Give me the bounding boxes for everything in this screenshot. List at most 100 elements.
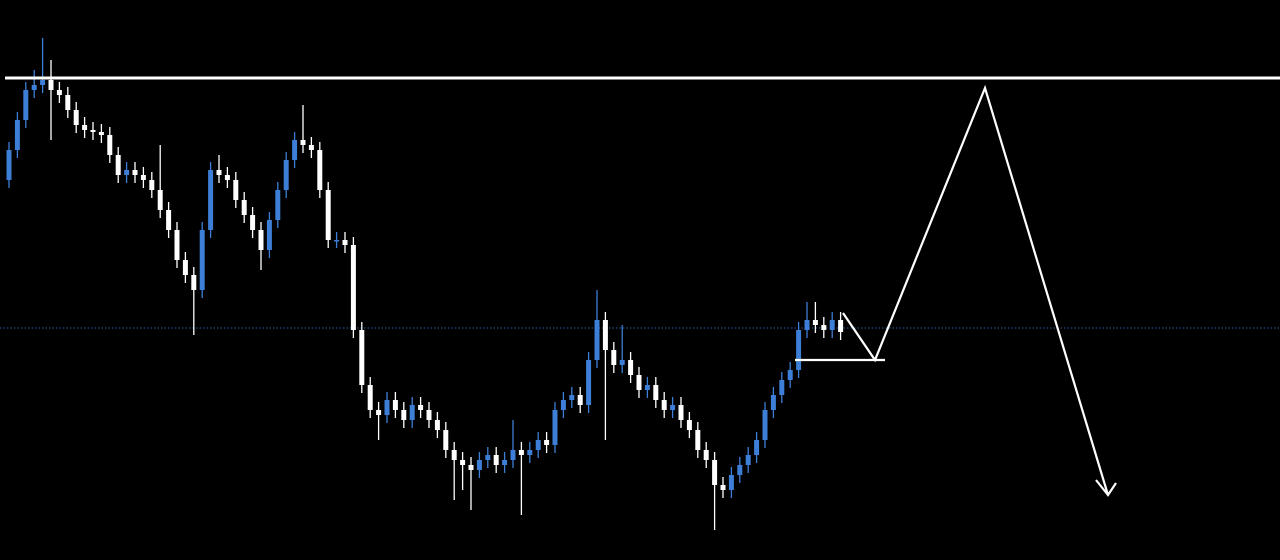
- candle-body: [527, 450, 533, 455]
- candle-body: [334, 240, 340, 242]
- candle-body: [73, 110, 79, 125]
- candle-body: [787, 370, 793, 380]
- candle-body: [804, 320, 810, 330]
- candle-body: [250, 215, 256, 230]
- candle-body: [770, 395, 776, 410]
- candle-body: [535, 440, 541, 450]
- candle-body: [653, 385, 659, 400]
- candle-body: [132, 170, 138, 175]
- candle-body: [796, 330, 802, 370]
- candle-body: [821, 325, 827, 330]
- candle-body: [350, 245, 356, 330]
- candle-body: [611, 350, 617, 365]
- candle-body: [476, 460, 482, 470]
- candle-body: [384, 400, 390, 415]
- candle-body: [266, 220, 272, 250]
- candle-body: [552, 410, 558, 445]
- candle-body: [199, 230, 205, 290]
- candle-body: [518, 450, 524, 455]
- candle-body: [14, 120, 20, 150]
- candle-body: [224, 175, 230, 180]
- candle-body: [636, 375, 642, 390]
- candle-body: [241, 200, 247, 215]
- candle-body: [485, 455, 491, 460]
- candle-body: [812, 320, 818, 325]
- candle-body: [82, 125, 88, 130]
- candle-body: [829, 320, 835, 330]
- projection-arrow: [842, 84, 1110, 496]
- candle-body: [737, 465, 743, 475]
- candle-body: [443, 430, 449, 450]
- candle-body: [258, 230, 264, 250]
- candle-body: [140, 175, 146, 180]
- candle-body: [434, 420, 440, 430]
- candle-body: [283, 160, 289, 190]
- candle-body: [166, 210, 172, 230]
- candle-body: [644, 385, 650, 390]
- candle-body: [23, 90, 29, 120]
- candle-body: [275, 190, 281, 220]
- candle-body: [56, 90, 62, 95]
- candle-body: [577, 395, 583, 405]
- candle-body: [619, 360, 625, 365]
- candle-body: [703, 450, 709, 460]
- candle-body: [510, 450, 516, 460]
- candle-body: [728, 475, 734, 490]
- candle-body: [661, 400, 667, 410]
- candle-body: [586, 360, 592, 405]
- candle-body: [468, 465, 474, 470]
- candle-body: [40, 80, 46, 85]
- candle-body: [602, 320, 608, 350]
- candle-body: [426, 410, 432, 420]
- candle-body: [157, 190, 163, 210]
- candle-body: [107, 135, 113, 155]
- candle-body: [48, 80, 54, 90]
- candle-body: [418, 405, 424, 410]
- candle-body: [695, 430, 701, 450]
- candle-body: [325, 190, 331, 240]
- candle-body: [712, 460, 718, 485]
- candle-body: [762, 410, 768, 440]
- candle-body: [392, 400, 398, 410]
- candle-body: [208, 170, 214, 230]
- candle-body: [216, 170, 222, 175]
- candle-body: [65, 95, 71, 110]
- candle-body: [401, 410, 407, 420]
- candle-body: [686, 420, 692, 430]
- candle-body: [292, 140, 298, 160]
- candle-body: [838, 320, 844, 332]
- candle-body: [754, 440, 760, 455]
- arrow-head: [1095, 479, 1117, 497]
- candle-body: [594, 320, 600, 360]
- candle-body: [678, 405, 684, 420]
- candle-body: [124, 170, 130, 175]
- candle-body: [460, 460, 466, 465]
- candle-body: [779, 380, 785, 395]
- candle-body: [409, 405, 415, 420]
- candle-body: [628, 360, 634, 375]
- candle-body: [544, 440, 550, 445]
- candle-body: [6, 150, 12, 180]
- candle-body: [359, 330, 365, 385]
- candle-body: [149, 180, 155, 190]
- plot-area: [0, 38, 1280, 530]
- candle-body: [342, 240, 348, 245]
- candle-body: [560, 400, 566, 410]
- candle-body: [670, 405, 676, 410]
- candle-body: [308, 145, 314, 150]
- candle-body: [451, 450, 457, 460]
- candle-body: [300, 140, 306, 145]
- candle-body: [502, 460, 508, 465]
- candle-body: [376, 410, 382, 415]
- candle-body: [367, 385, 373, 410]
- candle-body: [90, 130, 96, 132]
- candle-body: [233, 180, 239, 200]
- candle-body: [115, 155, 121, 175]
- candle-body: [174, 230, 180, 260]
- candle-body: [493, 455, 499, 465]
- candle-body: [182, 260, 188, 275]
- candle-body: [569, 395, 575, 400]
- candle-body: [191, 275, 197, 290]
